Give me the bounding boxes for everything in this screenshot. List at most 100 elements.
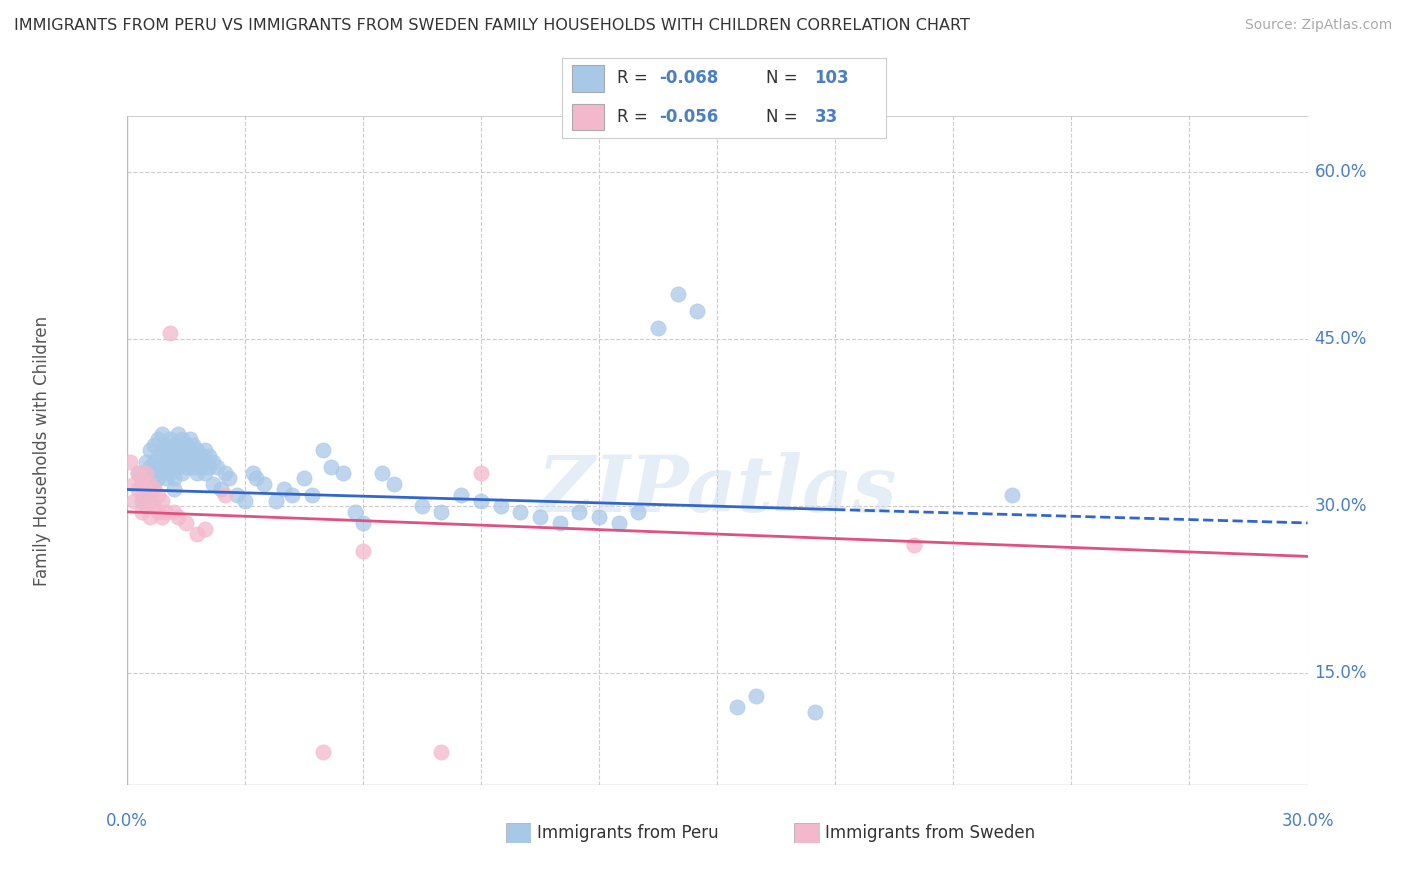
Point	[143, 455, 166, 469]
Point	[411, 500, 433, 514]
Point	[548, 516, 571, 530]
Point	[382, 476, 405, 491]
Text: Family Households with Children: Family Households with Children	[34, 316, 51, 585]
Point	[170, 455, 193, 469]
Point	[281, 488, 304, 502]
Point	[627, 505, 650, 519]
Point	[170, 466, 193, 480]
Point	[179, 433, 201, 447]
Text: -0.056: -0.056	[659, 108, 718, 126]
Text: 45.0%: 45.0%	[1315, 330, 1367, 348]
Point	[489, 500, 512, 514]
Point	[198, 460, 221, 475]
Point	[139, 510, 162, 524]
Point	[509, 505, 531, 519]
Point	[150, 443, 173, 458]
Point	[321, 460, 343, 475]
Point	[588, 510, 610, 524]
Point	[131, 488, 153, 502]
Point	[146, 433, 169, 447]
Point	[170, 443, 193, 458]
Point	[568, 505, 591, 519]
Point	[183, 460, 205, 475]
Point	[903, 538, 925, 552]
Point	[218, 471, 240, 485]
Point	[131, 471, 153, 485]
Point	[139, 443, 162, 458]
Point	[146, 471, 169, 485]
Point	[607, 516, 630, 530]
Point	[194, 443, 217, 458]
Point	[155, 505, 177, 519]
Point	[135, 500, 157, 514]
Point	[163, 438, 186, 452]
Point	[155, 471, 177, 485]
Point	[135, 471, 157, 485]
Point	[143, 476, 166, 491]
Point	[332, 466, 354, 480]
Point	[209, 483, 232, 497]
Point	[159, 443, 181, 458]
Point	[127, 483, 149, 497]
Point	[470, 493, 492, 508]
Point	[273, 483, 295, 497]
Point	[150, 493, 173, 508]
Text: 30.0%: 30.0%	[1281, 812, 1334, 830]
Point	[146, 460, 169, 475]
Point	[163, 505, 186, 519]
Text: N =: N =	[766, 70, 803, 87]
Point	[198, 449, 221, 463]
Text: Immigrants from Sweden: Immigrants from Sweden	[825, 824, 1035, 842]
Point	[194, 521, 217, 535]
Point	[352, 516, 374, 530]
Point	[139, 488, 162, 502]
Point	[163, 483, 186, 497]
Point	[312, 744, 335, 758]
Point	[430, 505, 453, 519]
Text: 15.0%: 15.0%	[1315, 665, 1367, 682]
Point	[159, 326, 181, 341]
Point	[159, 466, 181, 480]
Point	[135, 483, 157, 497]
Point	[143, 500, 166, 514]
Point	[146, 449, 169, 463]
Point	[186, 443, 208, 458]
Point	[202, 455, 225, 469]
Point	[214, 488, 236, 502]
Point	[352, 543, 374, 558]
Point	[146, 488, 169, 502]
Point	[143, 483, 166, 497]
Point	[135, 466, 157, 480]
Point	[292, 471, 315, 485]
Text: R =: R =	[617, 108, 654, 126]
Point	[745, 689, 768, 703]
Point	[186, 466, 208, 480]
Point	[183, 438, 205, 452]
Point	[150, 426, 173, 441]
Point	[131, 505, 153, 519]
Point	[135, 455, 157, 469]
Point	[245, 471, 267, 485]
Point	[529, 510, 551, 524]
Point	[666, 287, 689, 301]
Point	[233, 493, 256, 508]
Point	[343, 505, 366, 519]
Point	[143, 466, 166, 480]
Point	[139, 476, 162, 491]
Point	[194, 455, 217, 469]
Point	[139, 460, 162, 475]
Point	[170, 433, 193, 447]
Point	[155, 460, 177, 475]
Point	[450, 488, 472, 502]
Text: -0.068: -0.068	[659, 70, 718, 87]
Point	[371, 466, 394, 480]
Point	[804, 706, 827, 720]
Point	[166, 438, 188, 452]
Point	[155, 438, 177, 452]
Point	[686, 304, 709, 318]
Point	[301, 488, 323, 502]
Point	[312, 443, 335, 458]
Text: IMMIGRANTS FROM PERU VS IMMIGRANTS FROM SWEDEN FAMILY HOUSEHOLDS WITH CHILDREN C: IMMIGRANTS FROM PERU VS IMMIGRANTS FROM …	[14, 18, 970, 33]
Text: R =: R =	[617, 70, 654, 87]
Point	[179, 455, 201, 469]
